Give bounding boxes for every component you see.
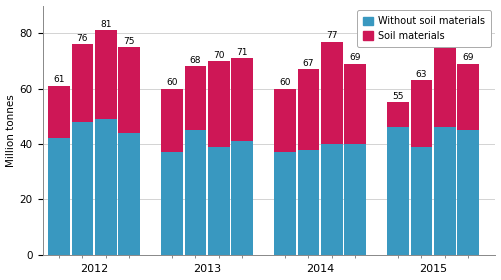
Bar [321, 144, 343, 255]
Y-axis label: Million tonnes: Million tonnes [6, 94, 16, 167]
Bar [434, 127, 455, 255]
Bar [411, 147, 432, 255]
Bar [457, 130, 479, 255]
Bar [275, 152, 296, 255]
Text: 61: 61 [54, 75, 65, 85]
Text: 63: 63 [416, 70, 427, 79]
Bar [72, 122, 93, 255]
Text: 75: 75 [123, 37, 135, 46]
Bar [118, 133, 140, 255]
Text: 60: 60 [280, 78, 291, 87]
Text: 81: 81 [439, 20, 450, 29]
Bar [275, 88, 296, 152]
Bar [387, 127, 409, 255]
Text: 76: 76 [77, 34, 88, 43]
Text: 69: 69 [462, 53, 474, 62]
Bar [95, 119, 117, 255]
Bar [344, 144, 366, 255]
Bar [231, 58, 253, 141]
Legend: Without soil materials, Soil materials: Without soil materials, Soil materials [357, 10, 490, 47]
Bar [72, 44, 93, 122]
Bar [49, 138, 70, 255]
Bar [434, 31, 455, 127]
Bar [95, 31, 117, 119]
Text: 71: 71 [236, 48, 248, 57]
Bar [457, 64, 479, 130]
Text: 81: 81 [100, 20, 112, 29]
Bar [161, 152, 183, 255]
Text: 70: 70 [213, 51, 224, 60]
Text: 68: 68 [190, 56, 201, 65]
Bar [185, 66, 206, 130]
Text: 67: 67 [303, 59, 314, 68]
Bar [118, 47, 140, 133]
Bar [387, 102, 409, 127]
Text: 60: 60 [166, 78, 178, 87]
Bar [231, 141, 253, 255]
Bar [411, 80, 432, 147]
Bar [321, 41, 343, 144]
Bar [298, 69, 319, 150]
Bar [208, 147, 229, 255]
Bar [161, 88, 183, 152]
Text: 69: 69 [349, 53, 361, 62]
Bar [298, 150, 319, 255]
Text: 77: 77 [326, 31, 338, 40]
Bar [185, 130, 206, 255]
Text: 55: 55 [392, 92, 404, 101]
Bar [344, 64, 366, 144]
Bar [208, 61, 229, 147]
Bar [49, 86, 70, 138]
